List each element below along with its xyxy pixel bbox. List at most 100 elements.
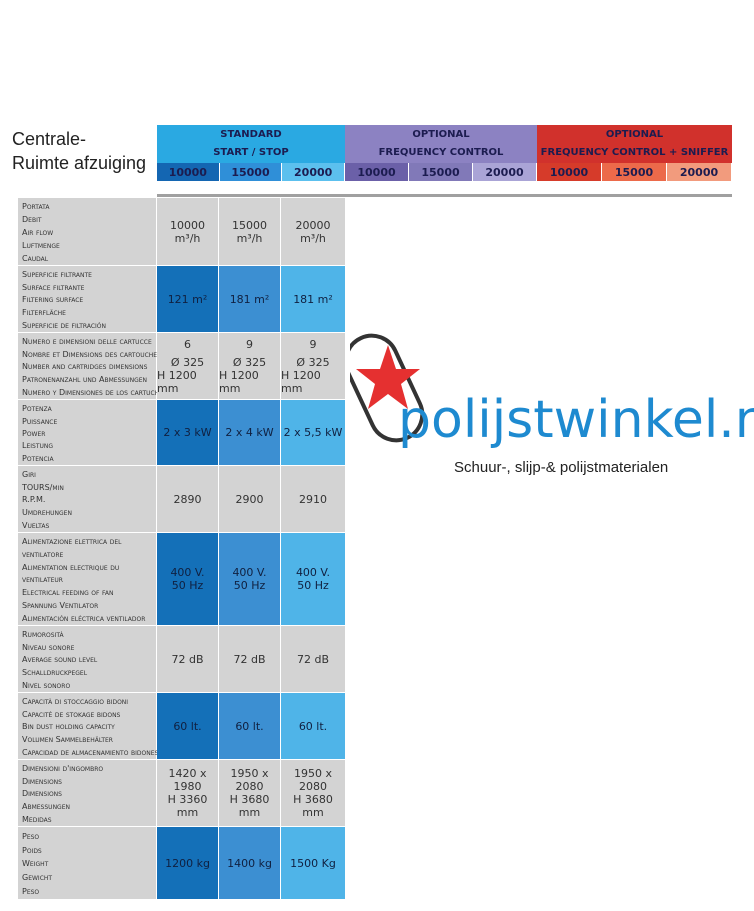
- value-text: 1950 x: [230, 767, 269, 780]
- value-text: 60 lt.: [173, 719, 202, 733]
- model-label: 15000: [614, 165, 654, 179]
- value-cell: 10000 m³/h: [157, 198, 218, 265]
- logo-name: polijstwinkel.nl: [398, 390, 754, 450]
- row-label: R.P.M.: [22, 495, 46, 505]
- value-cell: 1950 x 2080 H 3680 mm: [281, 760, 345, 826]
- value-cell: 20000 m³/h: [281, 198, 345, 265]
- value-cell: 60 lt.: [157, 693, 218, 759]
- value-text: 400 V.: [295, 566, 331, 579]
- value-text: H 1200 mm: [281, 368, 321, 395]
- row-label: Average sound level: [22, 655, 98, 665]
- row-label: Peso: [22, 831, 40, 841]
- group-label: STANDARD: [220, 129, 282, 140]
- model-cell: 20000: [282, 163, 344, 181]
- row-label: Dimensions: [22, 789, 62, 799]
- value-text: 1420 x: [168, 767, 207, 780]
- row-label: Alimentation electrique du: [22, 562, 120, 572]
- value-cell: 72 dB: [281, 626, 345, 692]
- row-label: Numero e dimensioni delle cartucce: [22, 337, 152, 347]
- value-cell: 2890: [157, 466, 218, 532]
- row-labels: Dimensioni d'ingombro Dimensions Dimension…: [18, 760, 156, 826]
- row-label: Filterfläche: [22, 308, 66, 318]
- model-label: 10000: [357, 165, 396, 179]
- title-line: Centrale-: [12, 129, 87, 149]
- model-label: 10000: [168, 165, 207, 179]
- row-labels: Peso Poids Weight Gewicht Peso: [18, 827, 156, 899]
- value-cell: 2 x 5,5 kW: [281, 400, 345, 465]
- value-text: m³/h: [300, 231, 326, 245]
- value-cell: 2 x 4 kW: [219, 400, 280, 465]
- value-text: 6: [184, 337, 191, 351]
- value-text: 2080: [299, 780, 327, 793]
- row-label: Volumen Sammelbehälter: [22, 735, 113, 745]
- value-text: H 3360: [167, 793, 208, 806]
- row-label: Luftmenge: [22, 240, 60, 250]
- value-text: 15000: [232, 218, 267, 232]
- value-cell: 1420 x 1980 H 3360 mm: [157, 760, 218, 826]
- row-label: Numero y Dimensiones de los cartuchos: [22, 387, 168, 397]
- value-text: mm: [176, 806, 199, 819]
- value-text: 72 dB: [233, 652, 266, 666]
- value-text: 1980: [173, 780, 202, 793]
- value-text: 181 m²: [293, 292, 333, 306]
- value-cell: 181 m²: [219, 266, 280, 332]
- header-group: STANDARD START / STOP: [157, 125, 345, 163]
- value-cell: 15000 m³/h: [219, 198, 280, 265]
- value-cell: 72 dB: [219, 626, 280, 692]
- row-labels: Potenza Puissance Power Leistung Potencia: [18, 400, 156, 465]
- title-line: Ruimte afzuiging: [12, 153, 147, 173]
- model-label: 15000: [421, 165, 460, 179]
- value-text: mm: [302, 806, 324, 819]
- value-text: H 1200 mm: [219, 368, 259, 395]
- value-text: Ø 325: [170, 355, 205, 369]
- row-labels: Giri TOURS/min R.P.M. Umdrehungen Vueltas: [18, 466, 156, 532]
- row-label: Capacité de stokage bidons: [22, 709, 121, 719]
- value-cell: 1400 kg: [219, 827, 280, 899]
- logo: polijstwinkel.nl Schuur-, slijp-& polijs…: [350, 333, 754, 476]
- value-text: 121 m²: [167, 292, 208, 306]
- row-label: Schalldruckpegel: [22, 668, 88, 678]
- model-cell: 20000: [667, 163, 731, 181]
- row-label: ventilateur: [22, 575, 63, 585]
- row-label: Number and cartridges dimensions: [22, 362, 148, 372]
- value-text: 2080: [235, 780, 264, 793]
- header-group: OPTIONAL FREQUENCY CONTROL: [345, 125, 537, 163]
- row-label: Nivel sonoro: [22, 680, 71, 690]
- value-text: m³/h: [236, 231, 263, 245]
- row-label: Gewicht: [22, 873, 53, 883]
- value-cell: 2 x 3 kW: [157, 400, 218, 465]
- value-text: 10000: [170, 218, 205, 232]
- model-cell: 10000: [345, 163, 408, 181]
- value-text: 181 m²: [229, 292, 270, 306]
- row-label: Rumorosità: [22, 630, 64, 640]
- value-text: 60 lt.: [235, 719, 264, 733]
- model-cell: 20000: [473, 163, 536, 181]
- row-labels: Numero e dimensioni delle cartucce Nombre…: [18, 333, 168, 399]
- row-label: ventilatore: [22, 550, 64, 560]
- row-label: Abmessungen: [22, 802, 70, 812]
- row-label: Caudal: [22, 253, 49, 263]
- value-cell: 72 dB: [157, 626, 218, 692]
- model-label: 20000: [485, 165, 524, 179]
- value-cell: 9 Ø 325 H 1200 mm: [281, 333, 345, 399]
- value-text: m³/h: [174, 231, 201, 245]
- value-cell: 121 m²: [157, 266, 218, 332]
- logo-star: [356, 345, 420, 409]
- row-label: Alimentazione elettrica del: [22, 537, 122, 547]
- group-label: OPTIONAL: [412, 129, 470, 140]
- model-label: 15000: [231, 165, 270, 179]
- row-label: Potenza: [22, 404, 52, 414]
- value-cell: 400 V. 50 Hz: [157, 533, 218, 625]
- value-cell: 400 V. 50 Hz: [219, 533, 280, 625]
- row-label: Air flow: [22, 227, 54, 237]
- value-text: 50 Hz: [297, 579, 329, 592]
- value-text: 72 dB: [296, 652, 330, 666]
- value-text: 9: [309, 337, 317, 351]
- model-cell: 15000: [602, 163, 666, 181]
- value-text: 2890: [173, 492, 202, 506]
- value-text: 60 lt.: [298, 719, 328, 733]
- model-label: 10000: [549, 165, 589, 179]
- row-label: Portata: [22, 202, 50, 212]
- value-cell: 400 V. 50 Hz: [281, 533, 345, 625]
